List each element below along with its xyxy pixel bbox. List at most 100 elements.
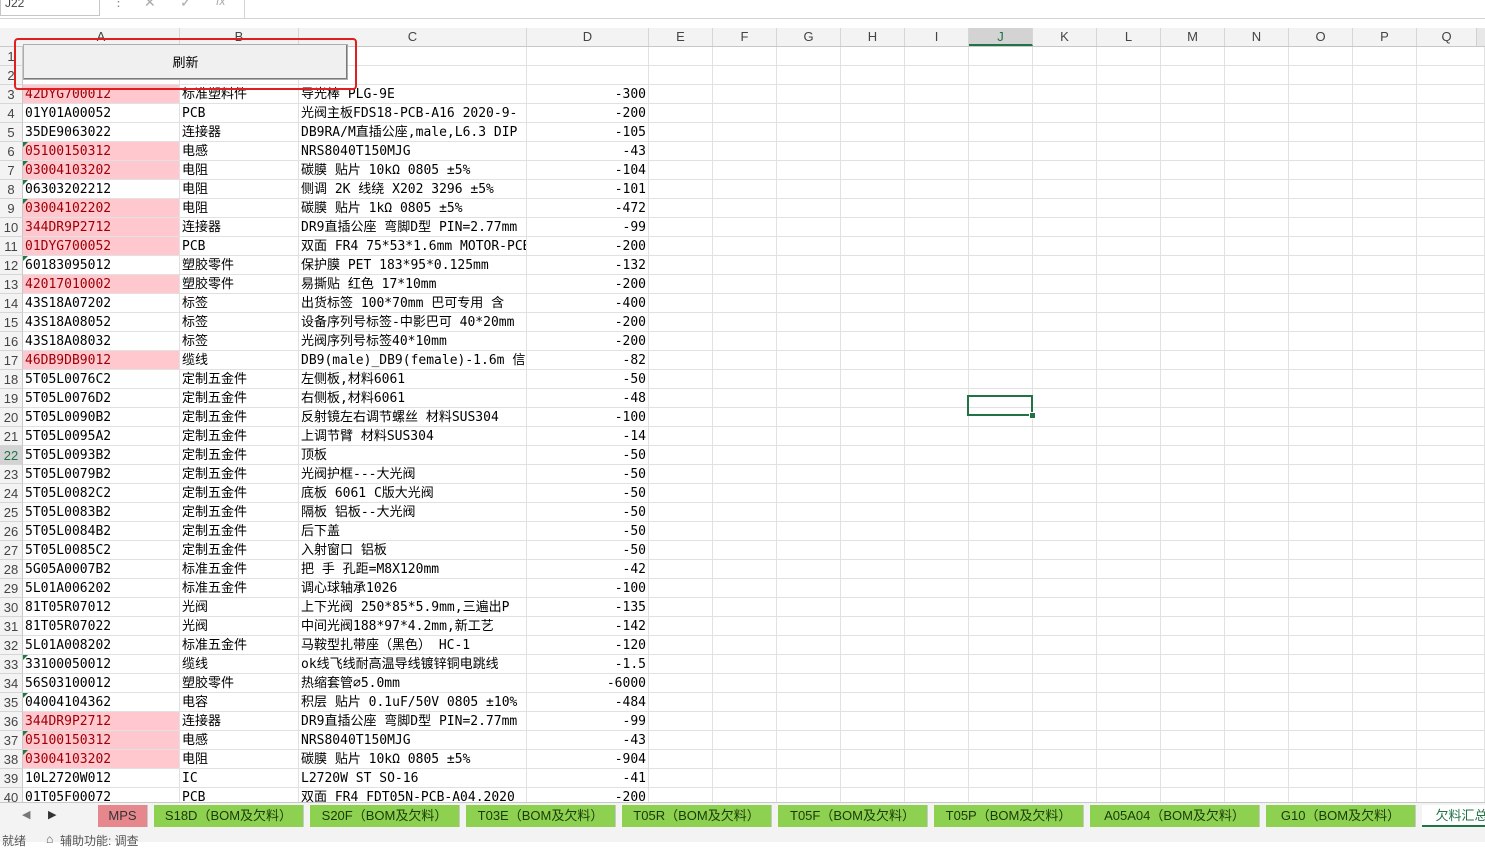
cell-empty[interactable]: [1417, 712, 1485, 731]
cell-empty[interactable]: [1417, 66, 1485, 85]
cell-empty[interactable]: [649, 332, 713, 351]
cell-empty[interactable]: [1097, 275, 1161, 294]
cell-empty[interactable]: [1225, 351, 1289, 370]
cell-empty[interactable]: [713, 788, 777, 802]
cell-empty[interactable]: [841, 180, 905, 199]
cell-empty[interactable]: [1033, 598, 1097, 617]
cell-description[interactable]: DB9RA/M直插公座,male,L6.3 DIP: [299, 123, 527, 142]
cell-empty[interactable]: [649, 180, 713, 199]
cell-empty[interactable]: [969, 85, 1033, 104]
cell-empty[interactable]: [1417, 674, 1485, 693]
cell-empty[interactable]: [777, 351, 841, 370]
cell-empty[interactable]: [1417, 85, 1485, 104]
cell-empty[interactable]: [1097, 66, 1161, 85]
cell-empty[interactable]: [969, 636, 1033, 655]
cell-empty[interactable]: [969, 465, 1033, 484]
cell-empty[interactable]: [649, 389, 713, 408]
cell-empty[interactable]: [777, 161, 841, 180]
cell-empty[interactable]: [777, 693, 841, 712]
cell-empty[interactable]: [777, 332, 841, 351]
cell-quantity[interactable]: -100: [527, 408, 649, 427]
cell-empty[interactable]: [969, 446, 1033, 465]
cell-empty[interactable]: [1417, 199, 1485, 218]
cell-empty[interactable]: [1033, 408, 1097, 427]
cell-empty[interactable]: [905, 750, 969, 769]
cell-empty[interactable]: [777, 674, 841, 693]
column-header-i[interactable]: I: [905, 28, 969, 46]
cell-empty[interactable]: [1161, 389, 1225, 408]
cell-empty[interactable]: [777, 579, 841, 598]
cell-empty[interactable]: [1225, 636, 1289, 655]
cell-empty[interactable]: [1225, 617, 1289, 636]
cell-empty[interactable]: [841, 85, 905, 104]
cell-empty[interactable]: [841, 598, 905, 617]
cell-empty[interactable]: [1225, 598, 1289, 617]
cell-empty[interactable]: [1033, 332, 1097, 351]
cell-quantity[interactable]: -484: [527, 693, 649, 712]
cell-empty[interactable]: [905, 142, 969, 161]
cell-empty[interactable]: [1417, 769, 1485, 788]
cell-empty[interactable]: [1225, 332, 1289, 351]
cell-empty[interactable]: [969, 313, 1033, 332]
row-header[interactable]: 13: [0, 275, 23, 294]
cell-empty[interactable]: [1161, 560, 1225, 579]
cell-empty[interactable]: [1417, 351, 1485, 370]
cell-category[interactable]: IC: [180, 769, 299, 788]
cell-empty[interactable]: [1033, 104, 1097, 123]
cell-empty[interactable]: [649, 85, 713, 104]
selected-cell-J22[interactable]: [967, 395, 1033, 416]
cell-empty[interactable]: [1289, 427, 1353, 446]
cell-empty[interactable]: [1097, 674, 1161, 693]
cell-empty[interactable]: [713, 275, 777, 294]
cell-empty[interactable]: [1417, 693, 1485, 712]
cell-quantity[interactable]: -50: [527, 503, 649, 522]
cell-empty[interactable]: [1225, 123, 1289, 142]
cell-category[interactable]: PCB: [180, 237, 299, 256]
cell-empty[interactable]: [1033, 617, 1097, 636]
cell-empty[interactable]: [1289, 237, 1353, 256]
cell-empty[interactable]: [1417, 408, 1485, 427]
cell-empty[interactable]: [649, 199, 713, 218]
cell-empty[interactable]: [1353, 370, 1417, 389]
cell-empty[interactable]: [905, 465, 969, 484]
cell-empty[interactable]: [777, 788, 841, 802]
row-header[interactable]: 12: [0, 256, 23, 275]
cell-quantity[interactable]: -6000: [527, 674, 649, 693]
cell-part-number[interactable]: 344DR9P2712: [23, 218, 180, 237]
cell-part-number[interactable]: 5T05L0076C2: [23, 370, 180, 389]
row-header[interactable]: 32: [0, 636, 23, 655]
cell-empty[interactable]: [841, 104, 905, 123]
cell-empty[interactable]: [1353, 237, 1417, 256]
cell-empty[interactable]: [1225, 218, 1289, 237]
cell-empty[interactable]: [905, 541, 969, 560]
cell-empty[interactable]: [1225, 522, 1289, 541]
cell-empty[interactable]: [649, 161, 713, 180]
cell-empty[interactable]: [1097, 85, 1161, 104]
cell-empty[interactable]: [969, 199, 1033, 218]
cell-empty[interactable]: [1289, 769, 1353, 788]
cell-empty[interactable]: [1161, 427, 1225, 446]
cell-description[interactable]: 光阀主板FDS18-PCB-A16 2020-9-: [299, 104, 527, 123]
cell-empty[interactable]: [969, 370, 1033, 389]
cell-empty[interactable]: [1353, 769, 1417, 788]
cell-empty[interactable]: [1033, 750, 1097, 769]
cell-empty[interactable]: [649, 237, 713, 256]
cell-empty[interactable]: [1353, 123, 1417, 142]
cell-empty[interactable]: [777, 408, 841, 427]
cell-part-number[interactable]: 5T05L0084B2: [23, 522, 180, 541]
cell-empty[interactable]: [969, 275, 1033, 294]
cell-empty[interactable]: [1225, 427, 1289, 446]
cell-empty[interactable]: [841, 788, 905, 802]
cell-part-number[interactable]: 03004102202: [23, 199, 180, 218]
cell-quantity[interactable]: -43: [527, 142, 649, 161]
cell-part-number[interactable]: 5T05L0083B2: [23, 503, 180, 522]
cell-empty[interactable]: [713, 769, 777, 788]
cell-category[interactable]: 塑胶零件: [180, 256, 299, 275]
cell-empty[interactable]: [841, 332, 905, 351]
cell-empty[interactable]: [905, 522, 969, 541]
cell-empty[interactable]: [1097, 142, 1161, 161]
cell-category[interactable]: 缆线: [180, 655, 299, 674]
cell-empty[interactable]: [1225, 731, 1289, 750]
sheet-tab[interactable]: S20F（BOM及欠料）: [310, 805, 460, 827]
cell-empty[interactable]: [1033, 769, 1097, 788]
